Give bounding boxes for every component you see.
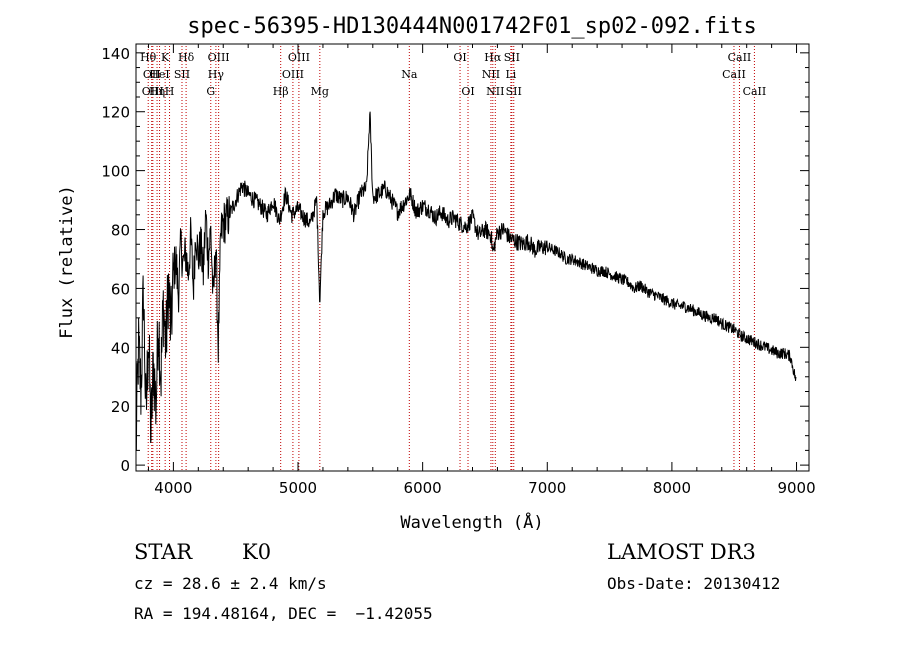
line-marker-label-22: Li	[505, 68, 516, 81]
x-axis-ticks: 4000 5000 6000 7000 8000 9000	[147, 44, 816, 497]
line-marker-label-19: NII	[482, 68, 500, 81]
line-marker-label-11: OIII	[208, 51, 230, 64]
x-axis-label: Wavelength (Å)	[400, 511, 543, 533]
line-marker-label-2: OIII	[142, 85, 164, 98]
line-marker-label-4: HeI	[149, 68, 169, 81]
line-marker-label-6: H	[165, 85, 175, 98]
x-tick-label-0: 4000	[154, 479, 192, 497]
line-marker-label-24: SII	[506, 85, 522, 98]
redshift-cz: cz = 28.6 ± 2.4 km/s	[134, 574, 327, 593]
line-marker-label-18: OI	[461, 85, 474, 98]
line-marker-label-16: Na	[401, 68, 418, 81]
observation-date: Obs-Date: 20130412	[607, 574, 781, 593]
line-marker-label-15: Mg	[311, 85, 329, 98]
survey-name: LAMOST DR3	[607, 540, 756, 564]
line-marker-label-23: SII	[504, 51, 520, 64]
y-tick-label-7: 140	[101, 45, 130, 63]
ra-dec-coordinates: RA = 194.48164, DEC = −1.42055	[134, 604, 433, 623]
emission-line-labels: HθOIIOIIIHηHeIKHSIIHδGHγOIIIHβOIIIOIIIMg…	[140, 51, 766, 98]
chart-title: spec-56395-HD130444N001742F01_sp02-092.f…	[187, 14, 757, 39]
line-marker-label-14: OIII	[288, 51, 310, 64]
emission-line-markers	[147, 46, 755, 471]
x-tick-label-5: 9000	[777, 479, 815, 497]
line-marker-label-5: K	[161, 51, 170, 64]
y-tick-label-0: 0	[120, 457, 130, 475]
line-marker-label-3: Hη	[149, 85, 165, 98]
line-marker-label-10: Hγ	[208, 68, 225, 81]
line-marker-label-17: OI	[453, 51, 466, 64]
x-tick-label-3: 7000	[528, 479, 566, 497]
line-marker-label-20: Hα	[484, 51, 502, 64]
object-class: STAR	[134, 540, 193, 564]
x-tick-label-2: 6000	[404, 479, 442, 497]
y-tick-label-2: 40	[111, 339, 130, 357]
y-tick-label-3: 60	[111, 280, 130, 298]
y-tick-label-5: 100	[101, 163, 130, 181]
y-tick-label-6: 120	[101, 104, 130, 122]
line-marker-label-27: CaII	[743, 85, 767, 98]
plot-frame	[135, 43, 810, 472]
line-marker-label-26: CaII	[728, 51, 752, 64]
line-marker-label-0: Hθ	[140, 51, 157, 64]
line-marker-label-8: Hδ	[178, 51, 195, 64]
line-marker-label-1: OII	[143, 68, 161, 81]
object-subclass: K0	[242, 540, 272, 564]
line-marker-label-12: Hβ	[273, 85, 289, 98]
y-axis-ticks: 0 20 40 60 80 100 120 140	[101, 45, 809, 475]
y-tick-label-4: 80	[111, 222, 130, 240]
line-marker-label-7: SII	[174, 68, 190, 81]
line-marker-label-21: NII	[486, 85, 504, 98]
line-marker-label-9: G	[206, 85, 215, 98]
line-marker-label-25: CaII	[722, 68, 746, 81]
spectrum-line	[135, 111, 797, 452]
y-tick-label-1: 20	[111, 398, 130, 416]
line-marker-label-13: OIII	[282, 68, 304, 81]
x-tick-label-1: 5000	[279, 479, 317, 497]
x-tick-label-4: 8000	[653, 479, 691, 497]
y-axis-label: Flux (relative)	[57, 185, 77, 339]
